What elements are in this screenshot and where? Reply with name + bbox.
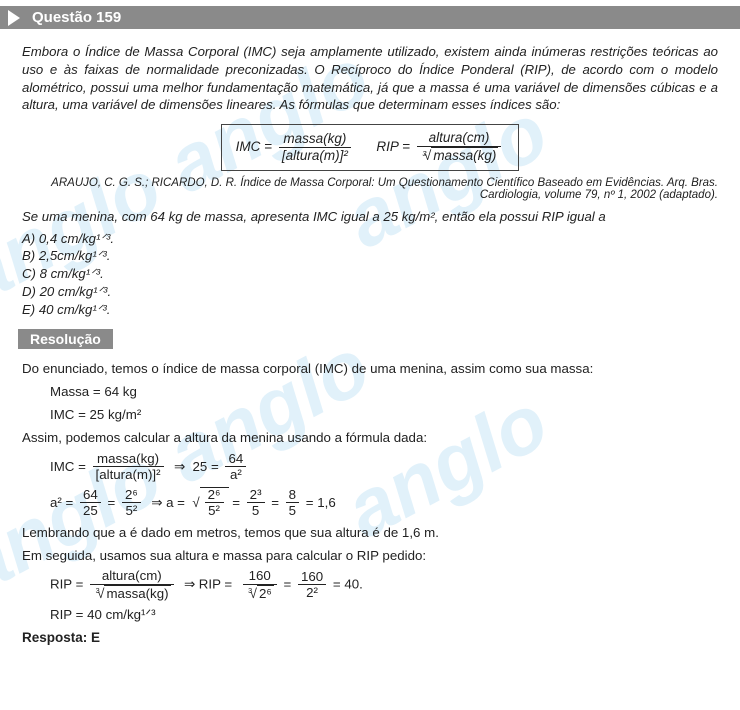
eq2-f4d: 5	[286, 503, 299, 518]
rip-root-arg: massa(kg)	[431, 147, 498, 164]
rip-den: 3√massa(kg)	[417, 147, 502, 164]
eq2-e2: =	[232, 495, 240, 510]
eq2-f2d: 5²	[122, 503, 141, 518]
imc-label: IMC =	[236, 139, 272, 154]
eq1-den: [altura(m)]²	[93, 467, 164, 482]
eq3-f2n: 160	[298, 570, 326, 586]
eq2-f3n: 2³	[247, 488, 265, 504]
option-b: B) 2,5cm/kg¹ᐟ³.	[22, 247, 718, 265]
eq3-f2d: 2²	[298, 585, 326, 600]
eq1-arrow: ⇒	[174, 459, 185, 474]
eq3-e1: =	[284, 577, 292, 592]
eq3-f1d: 2⁶	[257, 585, 274, 601]
sol-p3: Lembrando que a é dado em metros, temos …	[22, 523, 718, 542]
eq2-sqn: 2⁶	[205, 488, 224, 504]
eq3-f1idx: 3	[248, 586, 252, 595]
option-e: E) 40 cm/kg¹ᐟ³.	[22, 301, 718, 319]
citation: ARAUJO, C. G. S.; RICARDO, D. R. Índice …	[22, 177, 718, 201]
rip-root-idx: 3	[422, 149, 426, 158]
eq3-f1n: 160	[243, 569, 277, 585]
sol-p4: Em seguida, usamos sua altura e massa pa…	[22, 546, 718, 565]
question-lead: Se uma menina, com 64 kg de massa, apres…	[22, 209, 718, 224]
options-list: A) 0,4 cm/kg¹ᐟ³. B) 2,5cm/kg¹ᐟ³. C) 8 cm…	[22, 230, 718, 319]
eq2-arrow: ⇒ a =	[151, 495, 185, 510]
eq3-idx: 3	[96, 586, 100, 595]
eq3-arrow: ⇒ RIP =	[184, 577, 232, 592]
eq2-f2n: 2⁶	[122, 488, 141, 504]
eq2-f1n: 64	[80, 488, 101, 504]
eq1-r: 25 =	[193, 459, 219, 474]
formula-box-wrap: IMC = massa(kg) [altura(m)]² RIP = altur…	[22, 124, 718, 170]
sol-eq3: RIP = altura(cm) 3√massa(kg) ⇒ RIP = 160…	[22, 569, 718, 601]
rip-num: altura(cm)	[417, 131, 502, 147]
eq3-l: RIP =	[50, 577, 83, 592]
question-header: Questão 159	[0, 6, 740, 29]
eq2-eq: =	[108, 495, 116, 510]
eq2-a: a² =	[50, 495, 73, 510]
imc-den: [altura(m)]²	[279, 148, 351, 164]
option-d: D) 20 cm/kg¹ᐟ³.	[22, 283, 718, 301]
eq2-e4: = 1,6	[306, 495, 336, 510]
imc-num: massa(kg)	[279, 132, 351, 148]
eq1-rd: a²	[225, 467, 246, 482]
eq1-l: IMC =	[50, 459, 86, 474]
eq2-f4n: 8	[286, 488, 299, 504]
sol-p2: Assim, podemos calcular a altura da meni…	[22, 428, 718, 447]
sol-eq2: a² = 6425 = 2⁶5² ⇒ a = √2⁶5² = 2³5 = 85 …	[22, 487, 718, 519]
sol-massa: Massa = 64 kg	[22, 382, 718, 401]
eq3-e2: = 40.	[333, 577, 363, 592]
rip-label: RIP =	[376, 139, 410, 154]
eq1-num: massa(kg)	[93, 452, 164, 468]
sol-p1: Do enunciado, temos o índice de massa co…	[22, 359, 718, 378]
sol-imc: IMC = 25 kg/m²	[22, 405, 718, 424]
option-a: A) 0,4 cm/kg¹ᐟ³.	[22, 230, 718, 248]
eq3-den: massa(kg)	[104, 585, 170, 601]
answer: Resposta: E	[22, 630, 718, 645]
eq2-f1d: 25	[80, 503, 101, 518]
eq2-sqd: 5²	[205, 503, 224, 518]
question-intro: Embora o Índice de Massa Corporal (IMC) …	[22, 43, 718, 114]
formula-box: IMC = massa(kg) [altura(m)]² RIP = altur…	[221, 124, 520, 170]
solution-header: Resolução	[18, 329, 113, 349]
eq2-f3d: 5	[247, 503, 265, 518]
eq3-num: altura(cm)	[90, 569, 173, 585]
eq1-rn: 64	[225, 452, 246, 468]
eq2-e3: =	[271, 495, 279, 510]
sol-eq1: IMC = massa(kg)[altura(m)]² ⇒ 25 = 64a²	[22, 452, 718, 483]
sol-rip-final: RIP = 40 cm/kg¹ᐟ³	[22, 605, 718, 624]
option-c: C) 8 cm/kg¹ᐟ³.	[22, 265, 718, 283]
